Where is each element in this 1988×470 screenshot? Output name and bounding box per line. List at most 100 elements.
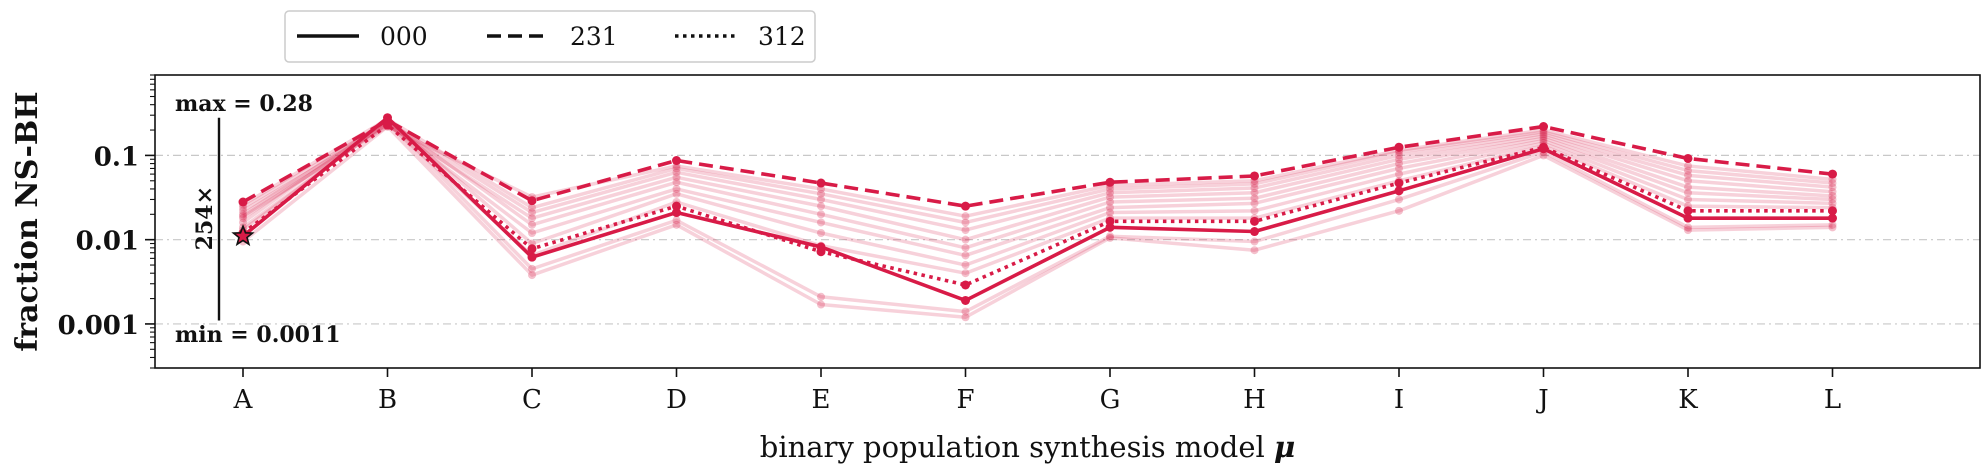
series-line-000 (241, 115, 1833, 303)
plot-frame (154, 74, 1981, 369)
background-point (1684, 195, 1692, 204)
background-point (672, 189, 681, 198)
background-point (1684, 223, 1692, 232)
background-point (1250, 199, 1259, 208)
background-point (1828, 195, 1837, 204)
background-point (1250, 188, 1259, 197)
series-point-231 (1539, 122, 1548, 132)
background-point (1828, 191, 1837, 200)
x-tick-label: C (522, 385, 542, 415)
background-series-line (242, 118, 1833, 250)
y-tick-label: 0.001 (58, 311, 139, 341)
background-point (528, 203, 536, 212)
background-point (1395, 155, 1403, 164)
background-point (817, 202, 825, 211)
background-series-line (241, 120, 1833, 314)
x-tick-label: L (1824, 385, 1841, 415)
background-point (1539, 129, 1548, 138)
series-point-231 (672, 156, 681, 166)
series-point-000 (672, 208, 681, 218)
background-point (961, 243, 970, 252)
background-point (239, 210, 247, 219)
series-point-231 (1683, 153, 1693, 163)
series-line-231 (242, 118, 1833, 208)
background-point (961, 218, 970, 227)
background-series-line (241, 117, 1833, 267)
background-series-line (242, 117, 1833, 225)
y-tick-label: 0.01 (76, 227, 139, 257)
background-point (672, 216, 681, 225)
background-point (1828, 183, 1837, 192)
series-point-231 (1250, 171, 1259, 181)
background-point (1395, 151, 1403, 160)
x-tick-label: K (1678, 385, 1698, 415)
background-point (1828, 179, 1837, 188)
background-point (672, 184, 681, 193)
series-point-000 (961, 295, 970, 305)
background-point (239, 218, 247, 227)
background-point (1106, 232, 1114, 241)
background-point (961, 212, 970, 221)
background-point (817, 292, 825, 301)
background-point (239, 206, 247, 215)
series-point-231 (1105, 177, 1115, 187)
background-point (1828, 220, 1837, 229)
background-point (1395, 170, 1403, 179)
star-marker (231, 223, 255, 247)
series-point-312 (1105, 216, 1115, 226)
series-point-312 (383, 120, 392, 130)
legend-box (284, 10, 816, 63)
x-tick-label: D (666, 385, 687, 415)
background-point (1106, 208, 1114, 217)
background-point (1539, 134, 1548, 143)
background-series-group (239, 115, 1837, 322)
x-tick-label: A (233, 385, 254, 415)
legend-label-231: 231 (570, 22, 618, 51)
background-point (1539, 151, 1548, 160)
background-point (817, 195, 825, 204)
background-point (961, 307, 970, 316)
background-point (1828, 187, 1837, 196)
background-point (1684, 188, 1692, 197)
background-point (1106, 197, 1114, 206)
background-series-line (242, 123, 1833, 242)
background-point (672, 178, 681, 187)
series-point-312 (1539, 142, 1548, 152)
x-axis-label: binary population synthesis model μ (760, 430, 1296, 464)
background-point (672, 168, 681, 177)
background-point (239, 214, 247, 223)
background-point (239, 212, 247, 221)
legend: 000 231 312 (284, 10, 816, 63)
background-point (1684, 171, 1692, 180)
min-annotation: min = 0.0011 (175, 322, 341, 348)
background-point (817, 210, 825, 219)
series-point-312 (1394, 178, 1404, 188)
background-point (1828, 223, 1837, 232)
background-point (528, 271, 536, 280)
background-point (1106, 193, 1114, 202)
series-point-312 (1683, 206, 1693, 216)
series-point-312 (1828, 206, 1837, 216)
background-point (961, 226, 970, 235)
background-point (1250, 206, 1259, 215)
background-point (1539, 136, 1548, 145)
y-axis: 0.001 0.01 0.1 (58, 74, 155, 369)
x-axis: A B C D E F G H I J K L (233, 368, 1841, 415)
background-point (1250, 184, 1259, 193)
background-series-line (242, 120, 1833, 232)
x-tick-label: I (1394, 385, 1404, 415)
background-point (1250, 246, 1259, 255)
background-point (1106, 184, 1114, 193)
background-point (1250, 237, 1259, 246)
background-point (528, 220, 536, 229)
background-series-line (241, 124, 1833, 320)
ratio-annotation: 254× (192, 186, 218, 250)
background-point (1395, 195, 1403, 204)
background-point (961, 313, 970, 322)
background-point (961, 251, 970, 260)
series-point-312 (1250, 216, 1259, 226)
series-point-312 (672, 201, 681, 211)
series-point-231 (527, 196, 537, 206)
background-point (1828, 199, 1837, 208)
background-point (528, 214, 536, 223)
